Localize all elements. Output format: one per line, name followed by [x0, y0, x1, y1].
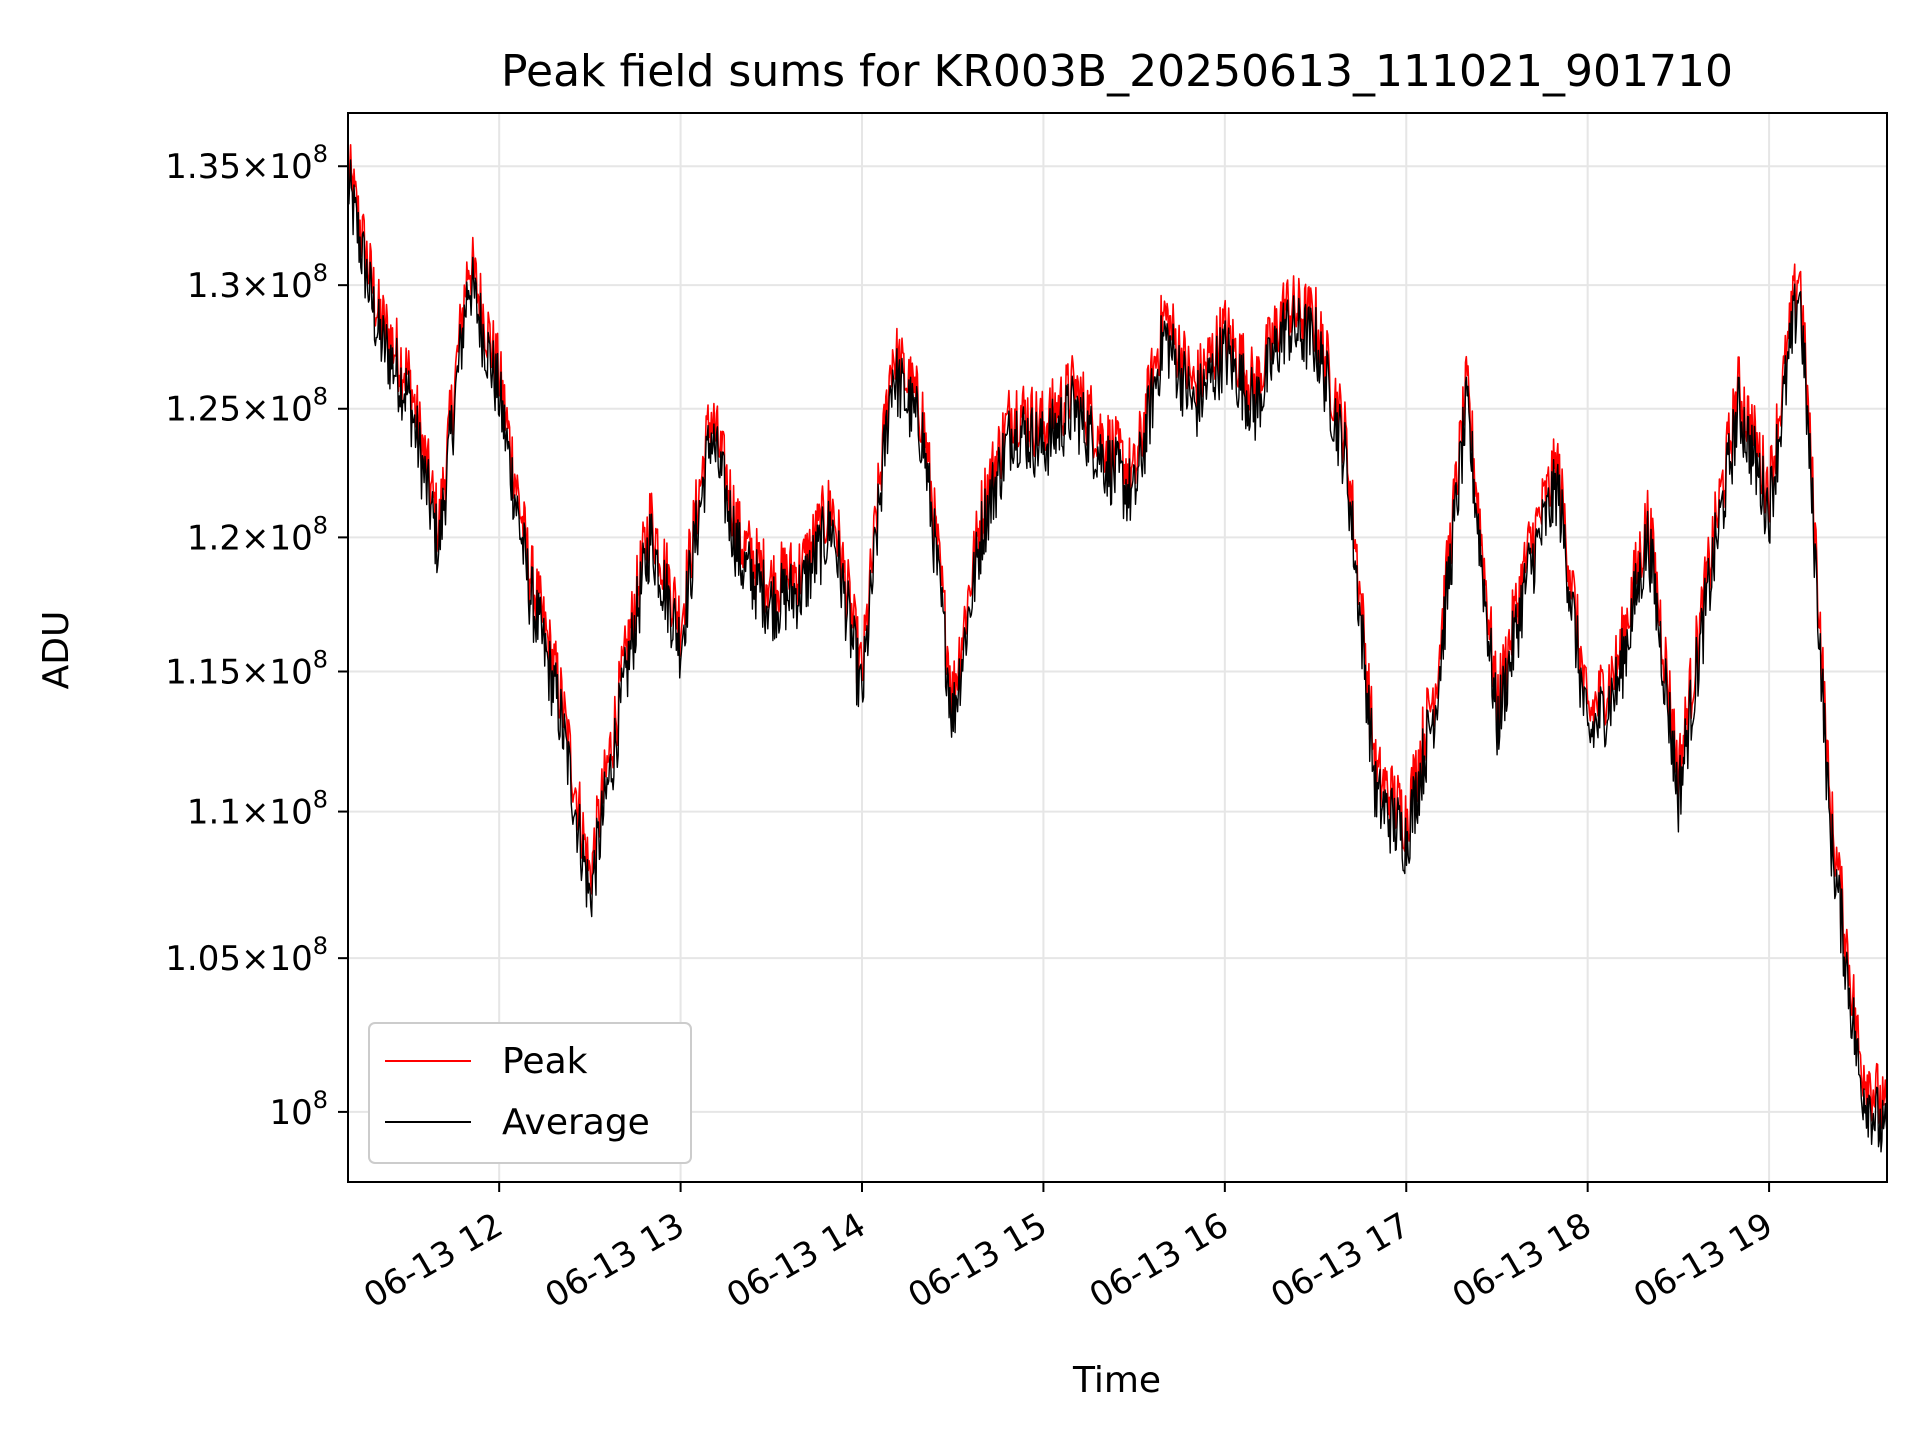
chart-title: Peak field sums for KR003B_20250613_1110…: [501, 46, 1733, 97]
x-tick-label: 06-13 12: [357, 1205, 509, 1316]
x-ticks: 06-13 12 06-13 13 06-13 14 06-13 15 06-13 16…: [357, 1182, 1780, 1316]
y-tick-label: 1.05×108: [165, 932, 328, 979]
y-tick-label: 1.35×108: [165, 140, 328, 187]
y-tick-label: 108: [269, 1086, 328, 1133]
x-tick-label: 06-13 15: [902, 1205, 1054, 1316]
series-average-line: [347, 159, 1888, 1153]
legend-average-label: Average: [502, 1102, 650, 1143]
y-axis-label: ADU: [36, 611, 77, 690]
plot-frame: [347, 112, 1888, 1183]
x-tick-label: 06-13 16: [1083, 1205, 1235, 1316]
x-tick-label: 06-13 18: [1446, 1205, 1598, 1316]
x-axis-label: Time: [1072, 1360, 1161, 1401]
legend-peak-label: Peak: [502, 1041, 588, 1082]
y-tick-label: 1.25×108: [165, 383, 328, 430]
y-tick-label: 1.15×108: [165, 645, 328, 692]
grid: [348, 113, 1887, 1182]
y-tick-label: 1.3×108: [187, 259, 328, 306]
y-tick-label: 1.1×108: [187, 786, 328, 833]
legend-box: [368, 1022, 692, 1164]
series-group: [347, 144, 1888, 1153]
x-tick-label: 06-13 19: [1627, 1205, 1779, 1316]
y-tick-label: 1.2×108: [187, 511, 328, 558]
x-tick-label: 06-13 17: [1264, 1205, 1416, 1316]
x-tick-label: 06-13 13: [539, 1205, 691, 1316]
series-peak-line: [347, 144, 1888, 1129]
y-ticks: 108 1.05×108 1.1×108 1.15×108 1.2×108 1.25×10…: [165, 140, 348, 1133]
x-tick-label: 06-13 14: [720, 1205, 872, 1316]
legend: Peak Average: [368, 1022, 692, 1164]
